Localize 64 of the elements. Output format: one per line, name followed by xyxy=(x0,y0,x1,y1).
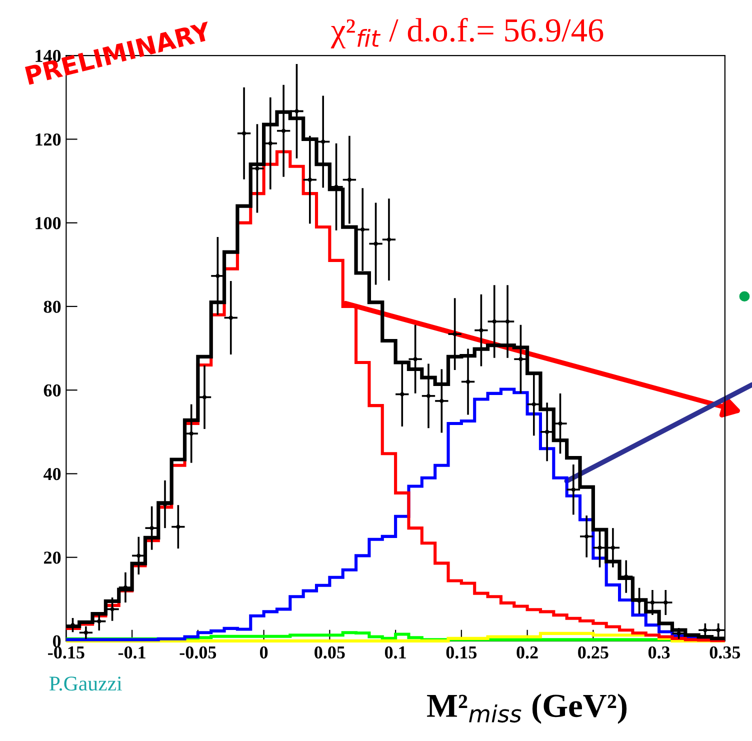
x-axis-title: M²$_{miss}$ (GeV²) xyxy=(427,694,627,724)
point xyxy=(202,395,207,400)
point xyxy=(676,631,681,636)
text: χ²$_{fit}$ / d.o.f.= 56.9/46 xyxy=(330,18,604,48)
point xyxy=(440,398,444,404)
point xyxy=(492,319,496,324)
y-tick-label: 60 xyxy=(44,384,61,397)
point xyxy=(110,607,114,612)
y-tick-label: 0 xyxy=(52,635,61,648)
point xyxy=(150,526,154,530)
point xyxy=(228,316,233,320)
point xyxy=(84,630,88,635)
point xyxy=(176,524,180,529)
point xyxy=(426,394,431,398)
x-tick-label: -0.05 xyxy=(180,646,216,659)
point xyxy=(374,242,378,246)
x-tick-label: 0.25 xyxy=(578,646,608,659)
point xyxy=(650,600,655,605)
x-tick-label: 0.1 xyxy=(384,646,406,659)
point xyxy=(136,554,141,558)
point xyxy=(466,380,470,384)
point xyxy=(281,128,286,133)
point xyxy=(400,392,404,396)
point xyxy=(413,357,418,362)
point xyxy=(216,274,220,278)
point xyxy=(505,319,510,324)
y-tick-label: 20 xyxy=(44,552,61,564)
point xyxy=(347,178,352,182)
point xyxy=(242,131,246,136)
point xyxy=(544,430,550,434)
point xyxy=(703,628,708,632)
point xyxy=(452,332,457,336)
point xyxy=(321,140,326,144)
point xyxy=(716,628,720,632)
point xyxy=(386,237,392,242)
y-tick-label: 100 xyxy=(36,217,61,230)
x-tick-label: -0.15 xyxy=(48,646,84,659)
x-tick-label: 0.2 xyxy=(516,646,538,659)
y-tick-label: 40 xyxy=(44,468,61,480)
point xyxy=(558,421,562,426)
point xyxy=(268,141,272,146)
y-tick-label: 120 xyxy=(36,133,61,146)
point xyxy=(360,227,365,232)
point xyxy=(294,109,299,114)
point xyxy=(584,534,589,539)
x-tick-label: 0.3 xyxy=(648,646,670,659)
x-tick-label: 0.05 xyxy=(314,646,345,659)
y-tick-label: 80 xyxy=(44,300,61,313)
point xyxy=(189,431,194,436)
point xyxy=(610,546,616,550)
point xyxy=(598,546,602,550)
point xyxy=(255,166,260,171)
point xyxy=(532,402,536,406)
point xyxy=(518,357,523,362)
point xyxy=(479,328,484,332)
x-tick-label: 0.15 xyxy=(446,646,477,659)
x-tick-label: 0.35 xyxy=(710,646,740,659)
point xyxy=(308,178,312,182)
point xyxy=(664,600,668,605)
point xyxy=(571,488,576,492)
point xyxy=(97,619,102,624)
x-tick-label: -0.1 xyxy=(118,646,146,659)
text: P.Gauzzi xyxy=(49,676,122,691)
x-tick-label: 0 xyxy=(260,646,268,659)
